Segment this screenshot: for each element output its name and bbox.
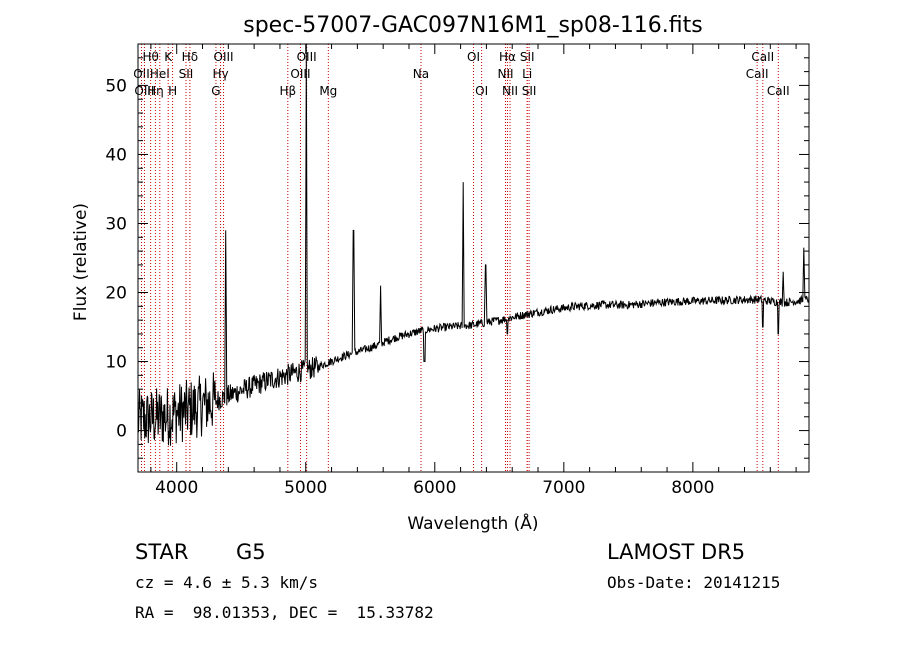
line-marker-label: CaII [751,50,774,64]
x-tick-label: 8000 [671,478,714,498]
line-marker-label: SII [522,84,537,98]
x-axis-label: Wavelength (Å) [407,512,538,534]
y-tick-label: 50 [105,76,127,96]
line-marker-label: Hη [147,84,164,98]
chart-title: spec-57007-GAC097N16M1_sp08-116.fits [243,13,703,38]
object-subclass: G5 [236,540,266,564]
line-marker-label: K [164,50,173,64]
line-marker-label: OI [475,84,488,98]
y-tick-label: 30 [105,214,127,234]
line-marker-label: SII [179,67,194,81]
line-marker-label: NII [502,84,518,98]
x-tick-label: 5000 [284,478,327,498]
axes-group: 4000 5000 6000 7000 8000 0 10 20 30 40 50 [105,44,809,498]
line-marker-label: CaII [746,67,769,81]
y-axis-label: Flux (relative) [71,203,91,321]
line-marker-label: HeI [150,67,170,81]
spectrum-line [137,43,810,446]
line-marker-label: Hβ [279,84,296,98]
y-tick-label: 0 [116,422,127,442]
line-marker-label: NII [497,67,513,81]
y-tick-label: 10 [105,353,127,373]
line-marker-label: OII [133,67,150,81]
line-marker-label: OIII [134,84,154,98]
line-marker-label: H [168,84,177,98]
coordinates: RA = 98.01353, DEC = 15.33782 [135,603,434,622]
spectrum-group [137,43,810,446]
line-marker-label: OI [467,50,480,64]
obs-date: Obs-Date: 20141215 [607,573,781,592]
line-marker-label: OIII [214,50,234,64]
line-marker-label: G [211,84,220,98]
x-tick-label: 6000 [413,478,456,498]
line-marker-label: Hγ [213,67,229,81]
line-marker-group: OIIOIIIHθHηHeIKHSIIHδGHγOIIIHβOIIIOIIIMg… [133,44,790,472]
line-marker-label: OIII [290,67,310,81]
y-tick-label: 20 [105,284,127,304]
line-marker-label: Hθ [142,50,158,64]
line-marker-label: Li [522,67,532,81]
line-marker-label: Hα [499,50,516,64]
survey-name: LAMOST DR5 [607,540,746,564]
redshift-text: cz = 4.6 ± 5.3 km/s [135,573,319,592]
line-marker-label: CaII [767,84,790,98]
line-marker-label: Mg [319,84,337,98]
x-tick-label: 7000 [542,478,585,498]
y-tick-label: 40 [105,145,127,165]
line-marker-label: Na [413,67,429,81]
plot-frame [137,43,810,473]
x-tick-label: 4000 [155,478,198,498]
object-class: STAR [135,540,189,564]
line-marker-label: Hδ [182,50,198,64]
